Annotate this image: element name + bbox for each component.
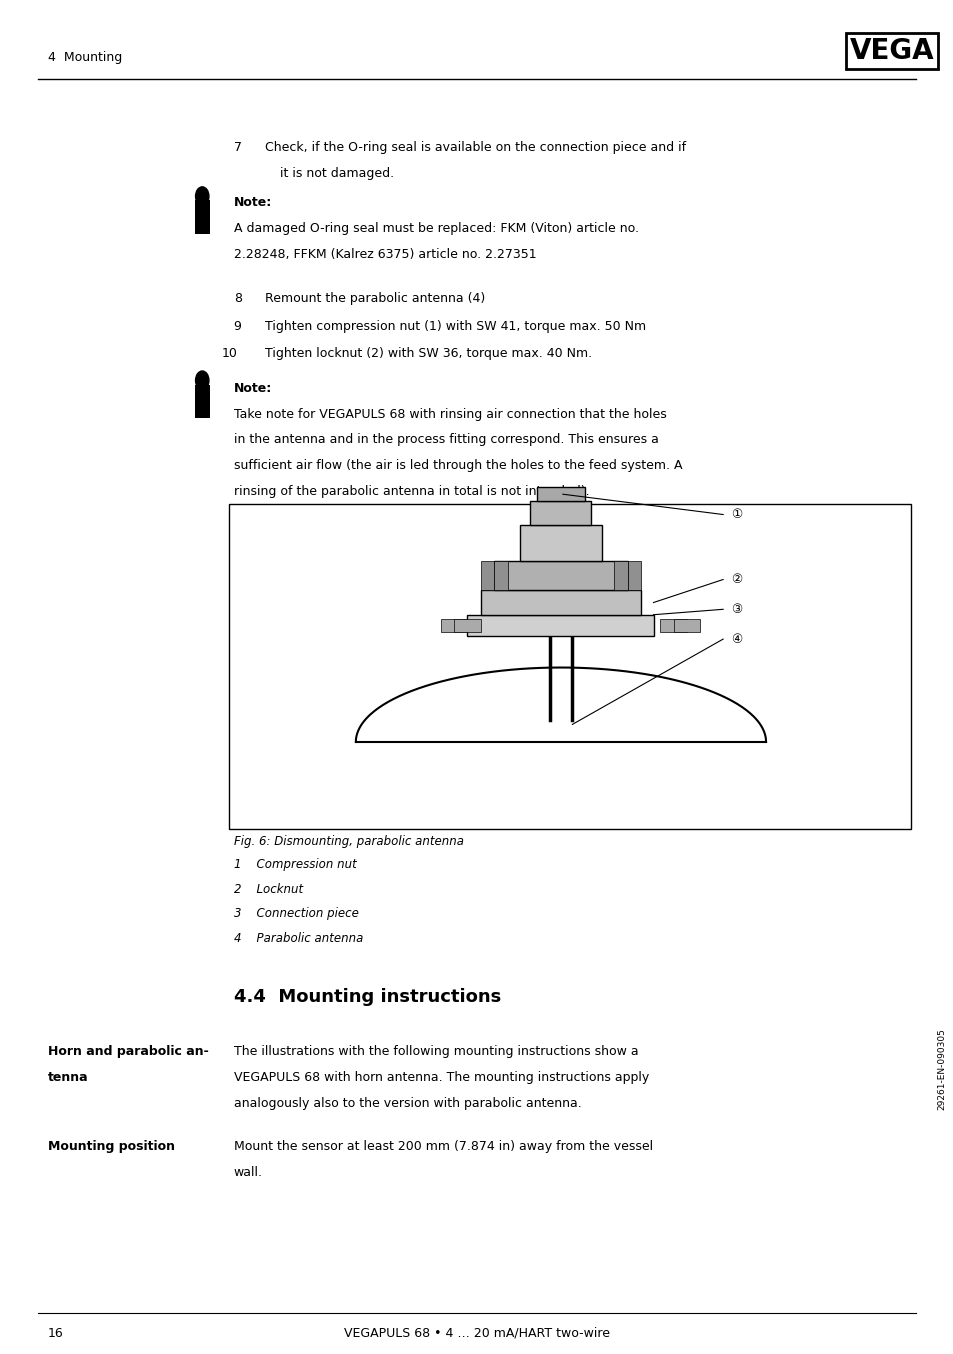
Text: 2    Locknut: 2 Locknut <box>233 883 302 896</box>
Bar <box>494 561 507 590</box>
Text: tenna: tenna <box>48 1071 89 1085</box>
Bar <box>537 487 584 501</box>
Bar <box>454 619 480 632</box>
Text: Take note for VEGAPULS 68 with rinsing air connection that the holes: Take note for VEGAPULS 68 with rinsing a… <box>233 408 666 421</box>
Text: it is not damaged.: it is not damaged. <box>279 167 394 180</box>
Bar <box>440 619 467 632</box>
Text: analogously also to the version with parabolic antenna.: analogously also to the version with par… <box>233 1097 581 1110</box>
Text: VEGAPULS 68 • 4 … 20 mA/HART two-wire: VEGAPULS 68 • 4 … 20 mA/HART two-wire <box>344 1327 609 1340</box>
Text: 1    Compression nut: 1 Compression nut <box>233 858 356 872</box>
Text: Tighten compression nut (1) with SW 41, torque max. 50 Nm: Tighten compression nut (1) with SW 41, … <box>265 320 646 333</box>
Bar <box>480 590 640 615</box>
Text: rinsing of the parabolic antenna in total is not intended).: rinsing of the parabolic antenna in tota… <box>233 485 589 498</box>
Circle shape <box>195 187 209 206</box>
FancyBboxPatch shape <box>194 385 210 418</box>
Text: Tighten locknut (2) with SW 36, torque max. 40 Nm.: Tighten locknut (2) with SW 36, torque m… <box>265 347 592 360</box>
Text: Mount the sensor at least 200 mm (7.874 in) away from the vessel: Mount the sensor at least 200 mm (7.874 … <box>233 1140 652 1154</box>
Text: 4    Parabolic antenna: 4 Parabolic antenna <box>233 932 363 945</box>
Bar <box>614 561 627 590</box>
Text: ④: ④ <box>730 632 741 646</box>
Text: Fig. 6: Dismounting, parabolic antenna: Fig. 6: Dismounting, parabolic antenna <box>233 835 463 849</box>
Text: VEGA: VEGA <box>849 37 933 65</box>
Bar <box>530 501 591 525</box>
Text: 2.28248, FFKM (Kalrez 6375) article no. 2.27351: 2.28248, FFKM (Kalrez 6375) article no. … <box>233 248 536 261</box>
Text: 16: 16 <box>48 1327 64 1340</box>
Text: wall.: wall. <box>233 1166 262 1179</box>
Bar <box>480 561 494 590</box>
Text: Remount the parabolic antenna (4): Remount the parabolic antenna (4) <box>265 292 485 306</box>
Bar <box>673 619 700 632</box>
Text: A damaged O-ring seal must be replaced: FKM (Viton) article no.: A damaged O-ring seal must be replaced: … <box>233 222 639 236</box>
Text: 29261-EN-090305: 29261-EN-090305 <box>936 1029 945 1110</box>
Bar <box>467 615 654 636</box>
Text: 9: 9 <box>233 320 241 333</box>
Bar <box>659 619 686 632</box>
Text: 8: 8 <box>233 292 241 306</box>
Text: 4  Mounting: 4 Mounting <box>48 50 122 64</box>
Text: ②: ② <box>730 573 741 586</box>
Text: Note:: Note: <box>233 382 272 395</box>
Text: 10: 10 <box>221 347 237 360</box>
Text: Mounting position: Mounting position <box>48 1140 174 1154</box>
Text: Check, if the O-ring seal is available on the connection piece and if: Check, if the O-ring seal is available o… <box>265 141 685 154</box>
Text: ③: ③ <box>730 603 741 616</box>
Text: sufficient air flow (the air is led through the holes to the feed system. A: sufficient air flow (the air is led thro… <box>233 459 681 473</box>
Text: in the antenna and in the process fitting correspond. This ensures a: in the antenna and in the process fittin… <box>233 433 658 447</box>
Text: 3    Connection piece: 3 Connection piece <box>233 907 358 921</box>
FancyBboxPatch shape <box>229 504 910 829</box>
Bar <box>494 561 627 590</box>
Text: VEGAPULS 68 with horn antenna. The mounting instructions apply: VEGAPULS 68 with horn antenna. The mount… <box>233 1071 648 1085</box>
Bar <box>627 561 640 590</box>
Text: Horn and parabolic an-: Horn and parabolic an- <box>48 1045 209 1059</box>
Bar <box>519 525 601 561</box>
Text: 4.4  Mounting instructions: 4.4 Mounting instructions <box>233 988 500 1006</box>
Text: The illustrations with the following mounting instructions show a: The illustrations with the following mou… <box>233 1045 638 1059</box>
FancyBboxPatch shape <box>194 200 210 234</box>
Text: ①: ① <box>730 508 741 521</box>
Text: Note:: Note: <box>233 196 272 210</box>
Text: 7: 7 <box>233 141 241 154</box>
Circle shape <box>195 371 209 390</box>
